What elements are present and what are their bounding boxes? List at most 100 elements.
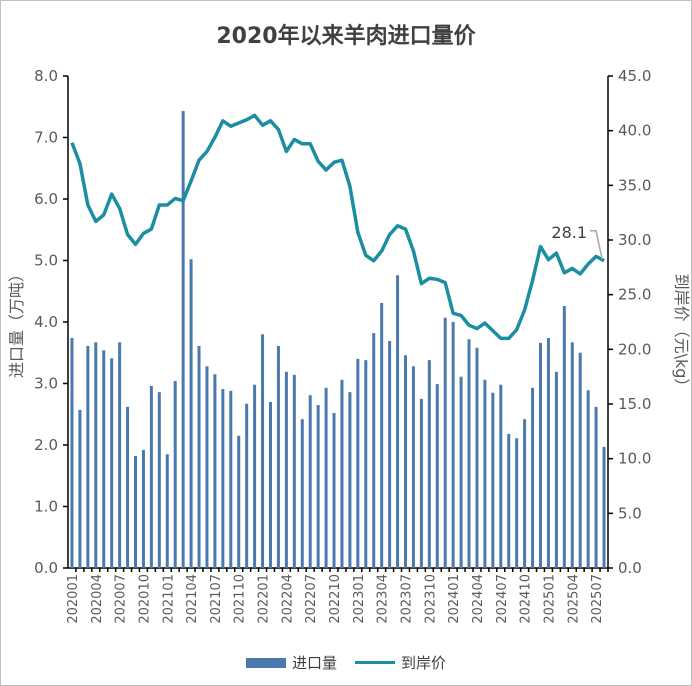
bar-202010 [141,449,145,568]
right-tick-label: 35.0 [618,176,651,194]
legend-label-bar: 进口量 [291,654,337,672]
bar-202502 [554,371,558,568]
legend-swatch-bar [245,657,286,668]
legend-item-bar: 进口量 [245,652,337,673]
right-tick-label: 10.0 [618,450,651,468]
bar-202102 [173,381,177,568]
right-tick-label: 15.0 [618,395,651,413]
bar-202202 [269,401,272,568]
bar-202002 [78,409,82,568]
bar-202404 [475,347,479,568]
chart-title: 2020年以来羊肉进口量价 [216,24,476,49]
bar-202211 [340,379,344,568]
left-tick-label: 7.0 [34,129,58,147]
annotation-leader [590,230,603,259]
x-tick-label: 202404 [471,574,486,624]
bar-202110 [237,435,241,568]
bar-202301 [356,358,360,568]
bar-202307 [404,355,407,568]
bar-202402 [459,376,463,568]
x-tick-label: 202501 [542,574,557,624]
x-tick-label: 202301 [352,574,367,624]
left-tick-label: 2.0 [34,436,58,454]
left-tick-label: 6.0 [34,190,58,208]
bar-202501 [546,337,550,568]
bar-202104 [189,259,193,568]
bar-202103 [181,111,185,569]
bar-202201 [261,334,265,568]
bar-202008 [126,406,130,568]
bar-202406 [491,392,495,568]
legend-item-line: 到岸价 [355,652,446,673]
bar-202207 [308,395,312,568]
bar-202007 [118,342,122,568]
bar-202003 [86,345,90,568]
right-tick-label: 45.0 [618,67,651,85]
bar-202204 [284,371,288,568]
x-tick-label: 202101 [161,574,176,624]
x-tick-label: 202107 [209,574,224,624]
bar-202004 [94,342,98,568]
legend-label-line: 到岸价 [401,654,447,672]
left-tick-label: 1.0 [34,498,58,516]
bar-202310 [427,360,431,568]
x-tick-label: 202104 [185,574,200,624]
bar-202210 [332,413,336,568]
x-tick-label: 202201 [257,574,272,624]
right-tick-label: 25.0 [618,286,651,304]
right-axis-title: 到岸价（元\kg） [672,274,691,395]
legend: 进口量 到岸价 [0,652,692,673]
bar-202112 [253,384,257,568]
bar-202203 [276,345,280,568]
bar-202411 [531,387,535,568]
bar-202403 [467,339,471,568]
right-tick-label: 40.0 [618,122,651,140]
bar-202410 [523,419,527,568]
bar-202305 [388,341,392,568]
x-tick-label: 202001 [66,574,81,624]
x-tick-label: 202210 [328,574,343,624]
bar-202412 [539,342,542,568]
bar-202302 [364,360,368,568]
x-tick-label: 202304 [376,574,391,624]
bar-202308 [411,366,415,568]
left-tick-label: 3.0 [34,375,58,393]
legend-swatch-line [355,661,395,664]
bar-202206 [300,419,304,568]
x-tick-label: 202407 [495,574,510,624]
x-tick-label: 202110 [233,574,248,624]
bar-202001 [70,337,74,568]
x-tick-label: 202004 [90,574,105,624]
bar-202312 [443,317,447,568]
bar-202503 [562,306,566,568]
bar-202205 [292,374,296,568]
bar-202407 [499,384,503,568]
bar-202005 [102,350,106,568]
bar-202006 [110,358,114,568]
bar-202405 [483,379,487,568]
left-tick-label: 0.0 [34,559,58,577]
bar-202505 [578,352,582,568]
bar-202408 [507,433,511,568]
bar-202108 [221,389,225,568]
x-tick-label: 202007 [114,574,129,624]
x-tick-label: 202307 [400,574,415,624]
bar-202011 [149,385,153,568]
bar-202209 [324,387,328,568]
x-tick-label: 202010 [137,574,152,624]
left-tick-label: 8.0 [34,67,58,85]
x-tick-label: 202310 [423,574,438,624]
bar-202409 [515,438,519,568]
left-tick-label: 5.0 [34,252,58,270]
bar-202012 [157,392,161,568]
x-tick-label: 202207 [304,574,319,624]
annotation-label: 28.1 [551,223,587,242]
bar-202101 [165,454,169,568]
right-tick-label: 0.0 [618,559,642,577]
bar-202306 [396,275,400,568]
bar-202303 [372,333,376,568]
bar-202304 [380,302,384,568]
bar-202009 [134,456,137,568]
bar-202507 [594,406,598,568]
